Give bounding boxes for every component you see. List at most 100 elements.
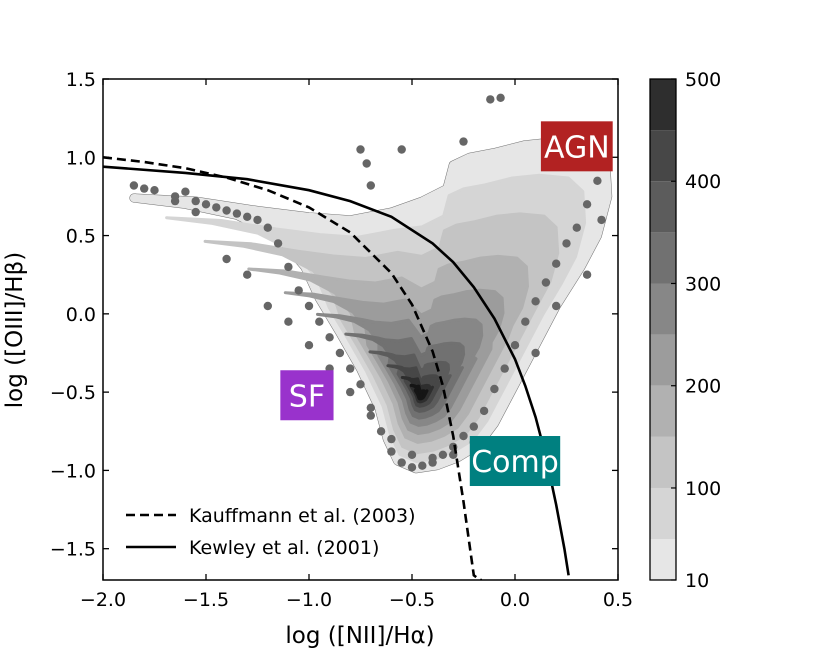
outlier-point [438,450,448,459]
outlier-point [129,181,139,190]
colorbar-band-0 [650,539,676,580]
outlier-point [510,341,520,350]
legend-label-kewley: Kewley et al. (2001) [189,537,379,559]
outlier-point [273,239,283,248]
colorbar-ticks: 10 100 200 300 400 500 [671,69,721,592]
outlier-point [521,317,530,326]
outlier-point [170,196,180,206]
outlier-point [232,209,242,218]
outlier-point [407,463,417,472]
outlier-point [284,317,293,326]
outlier-point [376,427,386,436]
y-tick-label: 1.5 [66,69,96,91]
colorbar-band-3 [650,385,676,437]
outlier-point [486,95,495,104]
y-tick-label: 0.0 [66,304,96,326]
outlier-point [490,384,499,394]
outlier-point [479,406,489,416]
outlier-point [459,137,468,146]
outlier-point [243,212,252,221]
x-tick-label: −1.0 [286,589,332,611]
outlier-point [253,215,262,225]
x-tick-label: −2.0 [80,589,126,611]
outlier-point [212,203,221,212]
outlier-point [387,434,396,444]
colorbar-frame [649,78,677,581]
colorbar-tick-label: 10 [685,570,709,592]
outlier-point [243,270,252,279]
outlier-point [459,431,468,441]
outlier-point [356,380,365,389]
legend: Kauffmann et al. (2003) Kewley et al. (2… [126,505,416,559]
colorbar-tick-label: 100 [685,478,721,500]
colorbar-band-4 [650,334,676,386]
y-tick-label: 0.5 [66,226,96,248]
y-tick-label: −0.5 [50,382,96,404]
outlier-point [222,254,231,264]
region-label-box-sf [280,370,334,421]
outlier-point [407,450,417,459]
region-labels: AGN SF Comp [280,121,613,487]
outlier-point [304,341,314,350]
outlier-point [593,176,602,185]
outlier-point [140,184,149,193]
outlier-point [294,286,303,295]
outlier-point [397,145,406,154]
outlier-point [428,453,437,463]
outlier-point [366,181,375,190]
outlier-point [191,207,200,217]
outlier-point [325,333,334,342]
outlier-point [362,159,371,168]
outlier-point [397,458,406,467]
outlier-point [263,223,272,232]
outlier-point [181,187,190,196]
outlier-point [500,364,509,373]
x-tick-label: 0.0 [500,589,530,611]
colorbar-band-8 [650,130,676,182]
kauffmann-line [103,156,482,580]
outlier-point [191,196,200,206]
colorbar-band-7 [650,181,676,233]
outlier-point [315,317,324,326]
region-label-box-comp [469,436,561,487]
outlier-point [356,145,365,154]
outlier-point [346,387,355,397]
colorbar-band-2 [650,436,676,488]
outlier-point [304,301,314,311]
y-tick-label: −1.0 [50,460,96,482]
outlier-point [263,301,272,311]
x-tick-label: −1.5 [183,589,229,611]
outlier-point [201,200,211,209]
plot-frame [102,78,619,581]
outlier-point [418,461,427,470]
outlier-point [597,215,606,225]
outlier-point [222,206,231,215]
x-axis-label: log ([NII]/Hα) [285,623,434,649]
outlier-point [346,364,355,373]
colorbar-band-5 [650,283,676,335]
density-contour-level-10 [409,383,429,401]
outlier-point [582,270,592,279]
colorbar-tick-label: 500 [685,69,721,91]
y-tick-label: −1.5 [50,539,96,561]
colorbar-tick-label: 200 [685,376,721,398]
outlier-point [335,348,345,358]
outlier-point [284,262,293,272]
outlier-point [531,348,540,358]
region-label-sf: SF [289,379,325,414]
x-tick-label: −0.5 [389,589,435,611]
region-label-agn: AGN [544,130,610,165]
outlier-point [366,403,375,412]
outlier-point [531,297,540,306]
y-axis-label: log ([OIII]/Hβ) [2,252,28,408]
y-tick-label: 1.0 [66,147,96,169]
outlier-point [552,301,561,311]
colorbar-tick-label: 300 [685,273,721,295]
outlier-point [582,200,592,209]
outlier-point [150,186,159,195]
x-tick-label: 0.5 [603,589,633,611]
x-axis-ticks: −2.0 −1.5 −1.0 −0.5 0.0 0.5 [80,79,633,611]
outlier-point [552,259,561,268]
outlier-point [496,93,505,103]
